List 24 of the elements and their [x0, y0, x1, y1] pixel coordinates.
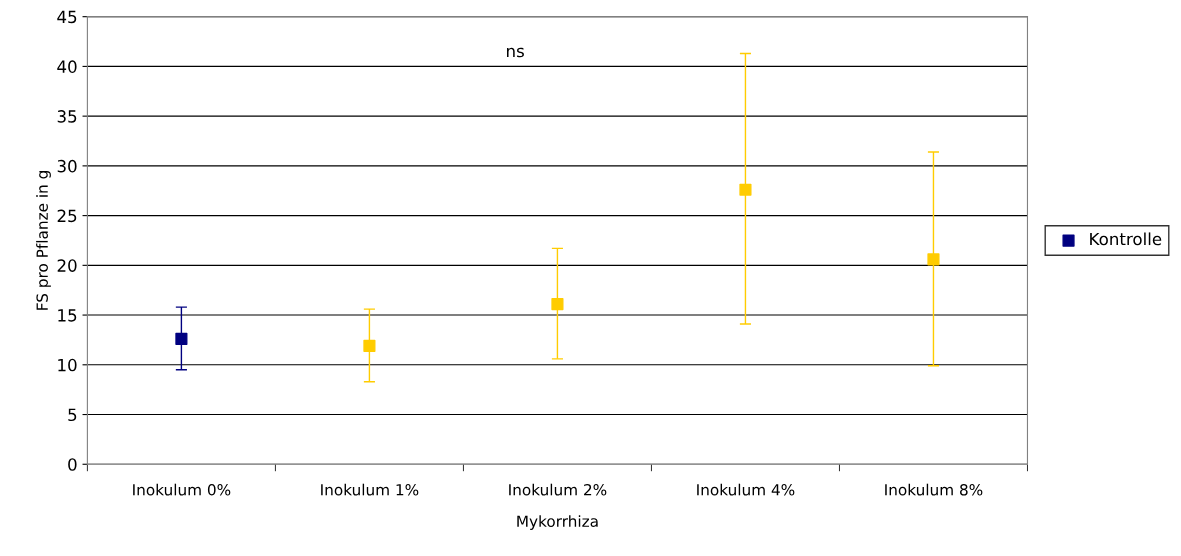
legend-label: Kontrolle: [1090, 232, 1162, 246]
x-tick-label: Inokulum 0%: [133, 483, 231, 496]
point: [739, 183, 752, 196]
y-tick-label: 40: [57, 60, 77, 73]
x-tick-label: Inokulum 4%: [697, 483, 795, 496]
y-tick-label: 45: [57, 10, 77, 24]
y-tick-label: 0: [68, 458, 77, 471]
x-tick-label: Inokulum 1%: [321, 483, 419, 496]
y-tick-label: 15: [58, 309, 77, 322]
point: [363, 339, 376, 352]
y-tick-label: 20: [57, 259, 77, 272]
y-tick-label: 5: [68, 408, 77, 422]
y-tick-label: 10: [58, 358, 77, 372]
y-tick-label: 35: [57, 110, 77, 123]
point: [175, 332, 188, 346]
annotation: ns: [507, 47, 524, 58]
point: [551, 298, 564, 311]
point: [927, 253, 940, 266]
y-tick-label: 25: [57, 209, 77, 223]
y-axis-title: FS pro Pflanze in g: [36, 171, 51, 310]
x-tick-label: Inokulum 2%: [509, 483, 607, 496]
x-tick-label: Inokulum 8%: [885, 483, 983, 496]
y-tick-label: 30: [57, 159, 77, 173]
x-axis-title: Mykorrhiza: [517, 515, 598, 530]
